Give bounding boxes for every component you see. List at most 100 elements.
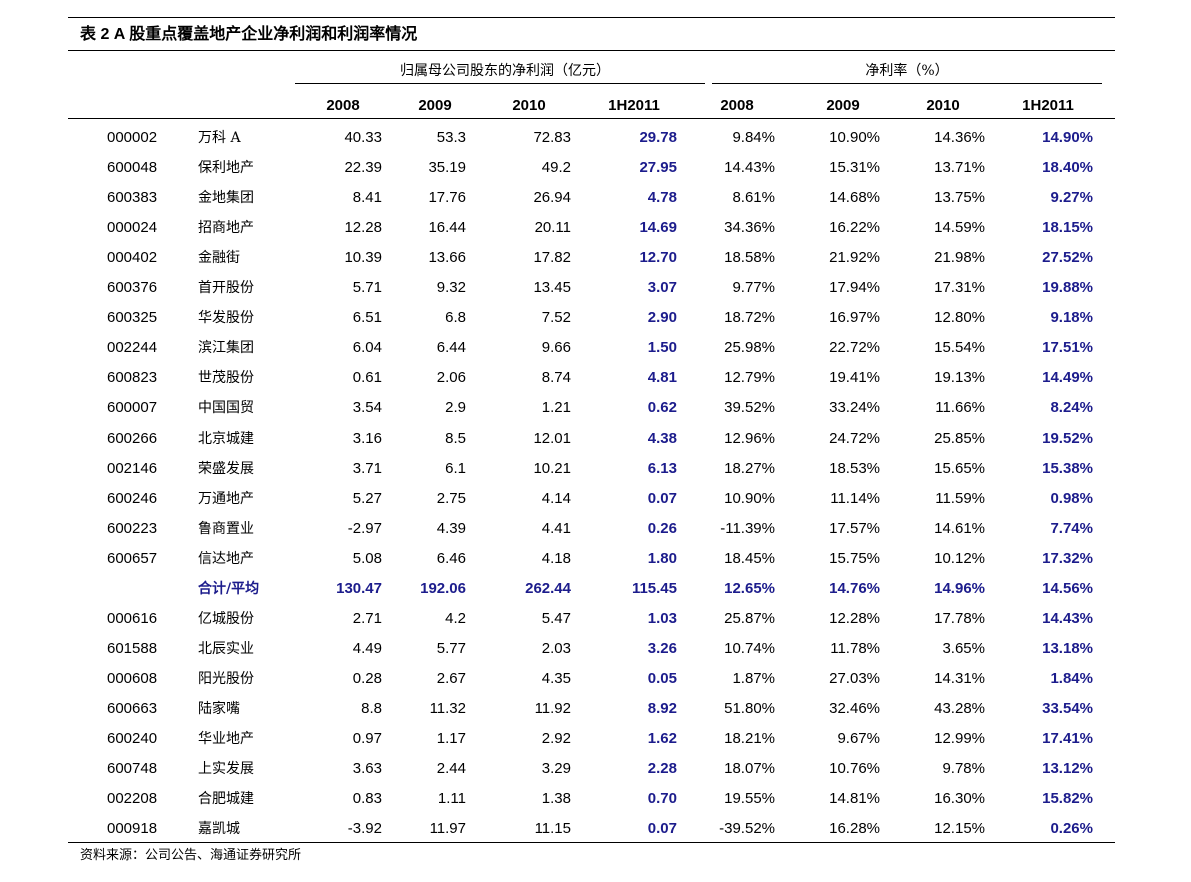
stock-name: 华业地产 (198, 731, 254, 747)
cell-value: 17.31% (934, 279, 985, 297)
cell-value: 17.78% (934, 609, 985, 627)
cell-value: 0.26% (1050, 820, 1093, 838)
cell-value: 15.75% (829, 549, 880, 567)
cell-value: 24.72% (829, 429, 880, 447)
cell-value: 22.72% (829, 339, 880, 357)
cell-value: 0.61 (352, 369, 382, 387)
cell-value: 8.5 (445, 429, 466, 447)
cell-value: 25.87% (724, 609, 775, 627)
cell-value: 1.03 (647, 609, 677, 627)
rule (712, 83, 1102, 84)
cell-value: 8.74 (541, 369, 571, 387)
column-header: 2010 (926, 97, 960, 114)
cell-value: 11.97 (429, 820, 466, 838)
cell-value: 9.27% (1050, 189, 1093, 207)
cell-value: 16.44 (428, 219, 466, 237)
cell-value: 18.53% (829, 459, 880, 477)
cell-value: 14.68% (829, 189, 880, 207)
rule (68, 118, 1115, 119)
cell-value: 9.18% (1050, 309, 1093, 327)
cell-value: 9.66 (541, 339, 571, 357)
cell-value: 8.24% (1050, 399, 1093, 417)
cell-value: 2.71 (352, 609, 382, 627)
cell-value: 14.49% (1042, 369, 1093, 387)
cell-value: 1.38 (541, 790, 571, 808)
cell-value: 1.21 (541, 399, 571, 417)
cell-value: 4.41 (541, 519, 571, 537)
cell-value: 3.07 (647, 279, 677, 297)
stock-code: 600383 (107, 189, 158, 207)
cell-value: 3.16 (352, 429, 382, 447)
cell-value: 12.28 (344, 219, 382, 237)
cell-value: 10.76% (829, 760, 880, 778)
cell-value: 10.21 (533, 459, 571, 477)
cell-value: 192.06 (420, 579, 466, 597)
cell-value: 14.36% (934, 129, 985, 146)
cell-value: 16.28% (829, 820, 880, 838)
cell-value: 4.81 (647, 369, 677, 387)
cell-value: 53.3 (436, 129, 466, 146)
stock-code: 002244 (107, 339, 158, 357)
stock-name: 世茂股份 (198, 370, 254, 387)
cell-value: 11.32 (429, 699, 466, 717)
stock-name: 合肥城建 (198, 791, 254, 808)
cell-value: 39.52% (724, 399, 775, 417)
stock-code: 600048 (107, 159, 158, 177)
stock-code: 000402 (107, 249, 158, 267)
cell-value: 1.11 (437, 790, 466, 808)
cell-value: 9.78% (942, 760, 985, 778)
cell-value: 1.80 (647, 549, 677, 567)
cell-value: 26.94 (533, 189, 571, 207)
cell-value: 14.96% (934, 579, 985, 597)
cell-value: 4.18 (541, 549, 571, 567)
stock-code: 000616 (107, 609, 158, 627)
cell-value: 18.15% (1042, 219, 1093, 237)
stock-name: 招商地产 (198, 220, 254, 237)
cell-value: 6.51 (352, 309, 382, 327)
cell-value: 17.94% (829, 279, 880, 297)
stock-name: 上实发展 (198, 761, 254, 778)
cell-value: 3.26 (647, 639, 677, 657)
cell-value: 4.38 (647, 429, 677, 447)
stock-code: 002146 (107, 459, 158, 477)
cell-value: 9.84% (732, 129, 775, 146)
rule (68, 842, 1115, 843)
cell-value: 0.07 (647, 820, 677, 838)
stock-name: 陆家嘴 (198, 700, 240, 717)
cell-value: 2.28 (647, 760, 677, 778)
cell-value: 17.76 (428, 189, 466, 207)
cell-value: 15.38% (1042, 459, 1093, 477)
rule (68, 50, 1115, 51)
cell-value: 13.12% (1042, 760, 1093, 778)
stock-name: 鲁商置业 (198, 520, 254, 537)
cell-value: 14.90% (1042, 129, 1093, 146)
cell-value: 2.67 (436, 669, 466, 687)
stock-name: 荣盛发展 (198, 460, 254, 477)
stock-code: 601588 (107, 639, 158, 657)
cell-value: 0.05 (647, 669, 677, 687)
cell-value: 10.39 (344, 249, 382, 267)
stock-code: 600266 (107, 429, 158, 447)
cell-value: 6.46 (436, 549, 466, 567)
cell-value: 2.06 (436, 369, 466, 387)
cell-value: 6.44 (436, 339, 466, 357)
cell-value: 15.65% (934, 459, 985, 477)
cell-value: 13.66 (428, 249, 466, 267)
cell-value: 17.41% (1042, 730, 1093, 747)
cell-value: 6.04 (352, 339, 382, 357)
cell-value: 18.72% (724, 309, 775, 327)
cell-value: 15.54% (934, 339, 985, 357)
cell-value: 0.97 (352, 730, 382, 747)
cell-value: -2.97 (347, 519, 382, 537)
stock-code: 600823 (107, 369, 158, 387)
cell-value: 13.75% (934, 189, 985, 207)
cell-value: 12.80% (934, 309, 985, 327)
cell-value: 32.46% (829, 699, 880, 717)
cell-value: 11.92 (534, 699, 571, 717)
cell-value: 18.21% (724, 730, 775, 747)
cell-value: 4.14 (541, 489, 571, 507)
stock-code: 000918 (107, 820, 158, 838)
stock-name: 金地集团 (198, 190, 254, 207)
stock-code: 600240 (107, 730, 158, 747)
